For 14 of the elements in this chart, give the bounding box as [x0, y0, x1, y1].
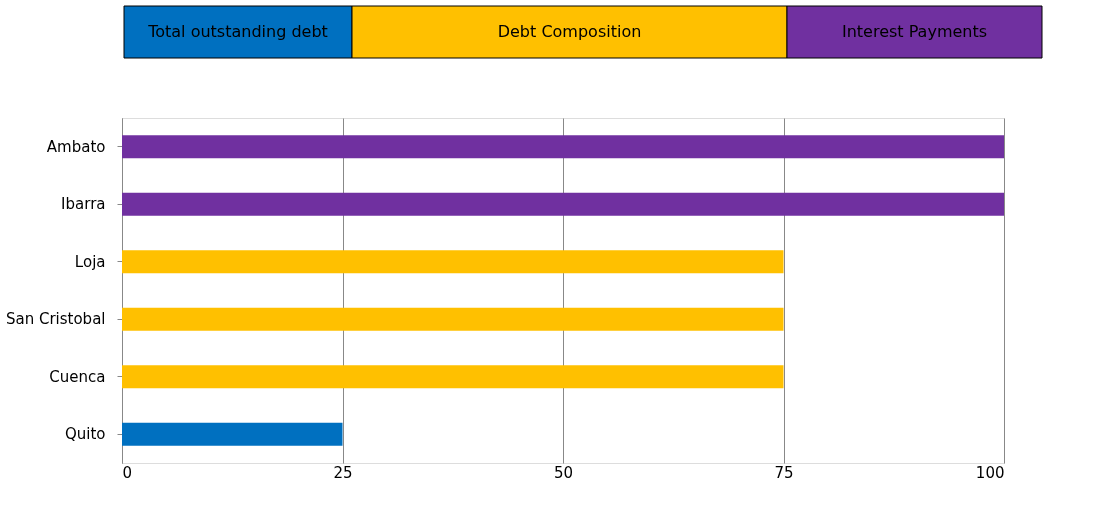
text: Interest Payments — [841, 22, 988, 41]
text: Total outstanding debt — [147, 22, 328, 41]
y-tick-label: Ambato — [46, 137, 106, 156]
y-tick-label: Loja — [74, 252, 106, 271]
y-tick-label: Ibarra — [61, 195, 106, 214]
x-tick-label: 0 — [122, 463, 133, 482]
x-tick-label: 100 — [975, 463, 1005, 482]
x-tick-label: 25 — [333, 463, 353, 482]
y-tick-label: Cuenca — [49, 367, 106, 386]
x-tick-label: 75 — [774, 463, 794, 482]
x-tick-label: 50 — [553, 463, 574, 482]
y-tick-label: San Cristobal — [5, 310, 106, 329]
text: Debt Composition — [497, 22, 642, 41]
y-tick-label: Quito — [64, 425, 106, 444]
